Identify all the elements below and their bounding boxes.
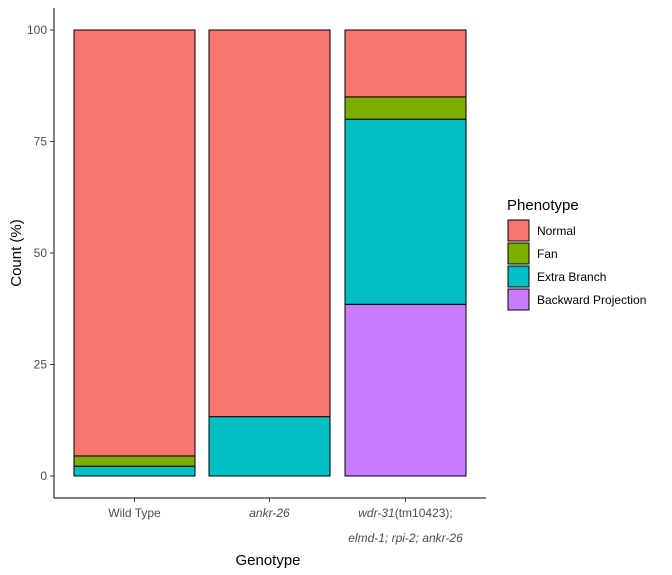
x-axis: Wild Type ankr-26 wdr-31(tm10423); elmd-1; …	[54, 497, 486, 545]
y-tick-label: 50	[34, 246, 48, 260]
bar-segment-normal-1	[208, 29, 331, 418]
y-axis: 0 25 50 75 100	[27, 8, 55, 498]
legend-key-extra-branch	[507, 265, 530, 288]
x-axis-title: Genotype	[235, 552, 300, 569]
bar-segment-extra-branch-1	[208, 416, 331, 477]
legend: Phenotype Normal Fan Extra Branch Backward …	[507, 197, 646, 311]
legend-label-normal: Normal	[537, 224, 576, 238]
y-tick-label: 100	[27, 23, 47, 37]
bar-segment-normal-2	[344, 29, 467, 98]
legend-label-fan: Fan	[537, 247, 558, 261]
legend-label-backward-projection: Backward Projection	[537, 293, 646, 307]
legend-key-fan	[507, 242, 530, 265]
y-axis-title: Count (%)	[8, 219, 25, 287]
x-tick-label: wdr-31(tm10423);	[358, 506, 453, 520]
bar-segment-extra-branch-0	[73, 465, 196, 477]
bar-segment-normal-0	[73, 29, 196, 457]
plot-area	[73, 29, 467, 477]
x-tick-label: elmd-1; rpi-2; ankr-26	[348, 531, 463, 545]
y-tick-label: 25	[34, 358, 48, 372]
x-tick-label: ankr-26	[249, 506, 290, 520]
bar-segment-fan-2	[344, 96, 467, 120]
bar-segment-backward-projection-2	[344, 303, 467, 477]
legend-label-extra-branch: Extra Branch	[537, 270, 606, 284]
legend-title: Phenotype	[507, 197, 579, 214]
x-tick-label: Wild Type	[108, 506, 161, 520]
y-tick-label: 75	[34, 135, 48, 149]
y-tick-label: 0	[40, 469, 47, 483]
bar-segment-extra-branch-2	[344, 118, 467, 305]
legend-key-backward-projection	[507, 288, 530, 311]
legend-key-normal	[507, 219, 530, 242]
bar-segment-fan-0	[73, 455, 196, 467]
